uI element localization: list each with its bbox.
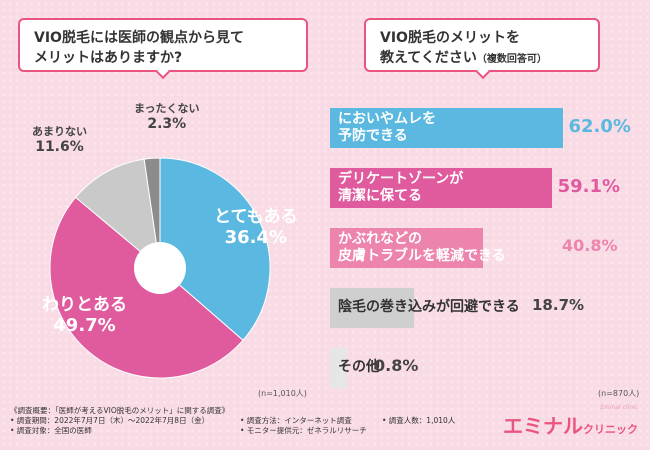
eminal-logo: Eminal clinic エミナルクリニック: [503, 404, 638, 439]
bar-odor-label: においやムレを 予防できる: [338, 111, 436, 144]
pie-label-mattaku-name: まったくない: [134, 102, 200, 115]
bar-clean-value: 59.1%: [557, 176, 621, 197]
footer-count: • 調査人数：1,010人: [382, 416, 456, 425]
logo-main: エミナル: [503, 414, 583, 438]
logo-tag: Eminal clinic: [600, 404, 638, 411]
bar-skin-fill: [330, 228, 483, 268]
pie-center-hole: [134, 242, 186, 294]
bar-skin-value: 40.8%: [562, 236, 618, 255]
bar-question-box: VIO脱毛のメリットを 教えてください（複数回答可）: [364, 18, 600, 72]
bar-question-line1: VIO脱毛のメリットを: [380, 30, 520, 46]
pie-label-amari-value: 11.6%: [35, 138, 84, 155]
pie-label-wari-name: わりとある: [42, 295, 127, 315]
bar-odor-value: 62.0%: [568, 116, 631, 137]
bar-odor-fill: [330, 108, 563, 148]
pie-label-mattaku-value: 2.3%: [147, 115, 187, 132]
bar-clean-row: デリケートゾーンが 清潔に保てる 59.1%: [330, 168, 630, 208]
bar-clean-label: デリケートゾーンが 清潔に保てる: [338, 171, 464, 204]
bar-other-label: その他: [338, 359, 380, 375]
bar-other-value: 0.8%: [374, 356, 419, 375]
pie-slice-amari: [74, 158, 161, 270]
pie-slice-totemo: [159, 157, 271, 341]
pie-n-note: (n=1,010人): [258, 389, 307, 398]
pie-question-line2: メリットはありますか?: [34, 50, 183, 66]
pie-label-amari: あまりない 11.6%: [32, 125, 87, 155]
pie-label-totemo-value: 36.4%: [224, 226, 288, 248]
pie-label-totemo-name: とてもある: [214, 207, 298, 227]
survey-footer: 《調査概要：「医師が考えるVIO脱毛のメリット」に関する調査》 • 調査期間：2…: [10, 406, 640, 446]
pie-label-amari-name: あまりない: [32, 125, 87, 138]
pie-label-wari: わりとある 49.7%: [42, 295, 127, 336]
bar-clean-fill: [330, 168, 552, 208]
bar-question-sub: （複数回答可）: [476, 54, 547, 65]
pie-label-wari-value: 49.7%: [53, 314, 116, 336]
bar-hair-row: 陰毛の巻き込みが回避できる 18.7%: [330, 288, 630, 328]
pie-slice-mattaku: [143, 157, 161, 269]
bar-question-line2: 教えてください: [380, 50, 477, 66]
pie-question-box: VIO脱毛には医師の観点から見て メリットはありますか?: [18, 18, 308, 72]
bar-other-fill: [330, 348, 347, 388]
bar-other-row: その他 0.8%: [330, 348, 630, 388]
pie-label-totemo: とてもある 36.4%: [214, 207, 298, 248]
bar-hair-label: 陰毛の巻き込みが回避できる: [338, 299, 520, 315]
bar-skin-row: かぶれなどの 皮膚トラブルを軽減できる 40.8%: [330, 228, 630, 268]
footer-period: • 調査期間：2022年7月7日（木）〜2022年7月8日（金）: [10, 416, 210, 425]
footer-target: • 調査対象：全国の医師: [10, 426, 92, 435]
logo-clinic: クリニック: [583, 423, 638, 436]
pie-label-mattaku: まったくない 2.3%: [134, 102, 200, 132]
bar-skin-label: かぶれなどの 皮膚トラブルを軽減できる: [338, 231, 506, 264]
footer-summary: 《調査概要：「医師が考えるVIO脱毛のメリット」に関する調査》: [10, 406, 230, 415]
bar-hair-value: 18.7%: [532, 296, 585, 314]
footer-method: • 調査方法：インターネット調査: [240, 416, 352, 425]
pie-question-line1: VIO脱毛には医師の観点から見て: [34, 30, 244, 46]
bar-hair-fill: [330, 288, 415, 328]
bar-odor-row: においやムレを 予防できる 62.0%: [330, 108, 631, 148]
footer-monitor: • モニター提供元：ゼネラルリサーチ: [240, 426, 367, 435]
bar-n-note: (n=870人): [598, 389, 640, 398]
